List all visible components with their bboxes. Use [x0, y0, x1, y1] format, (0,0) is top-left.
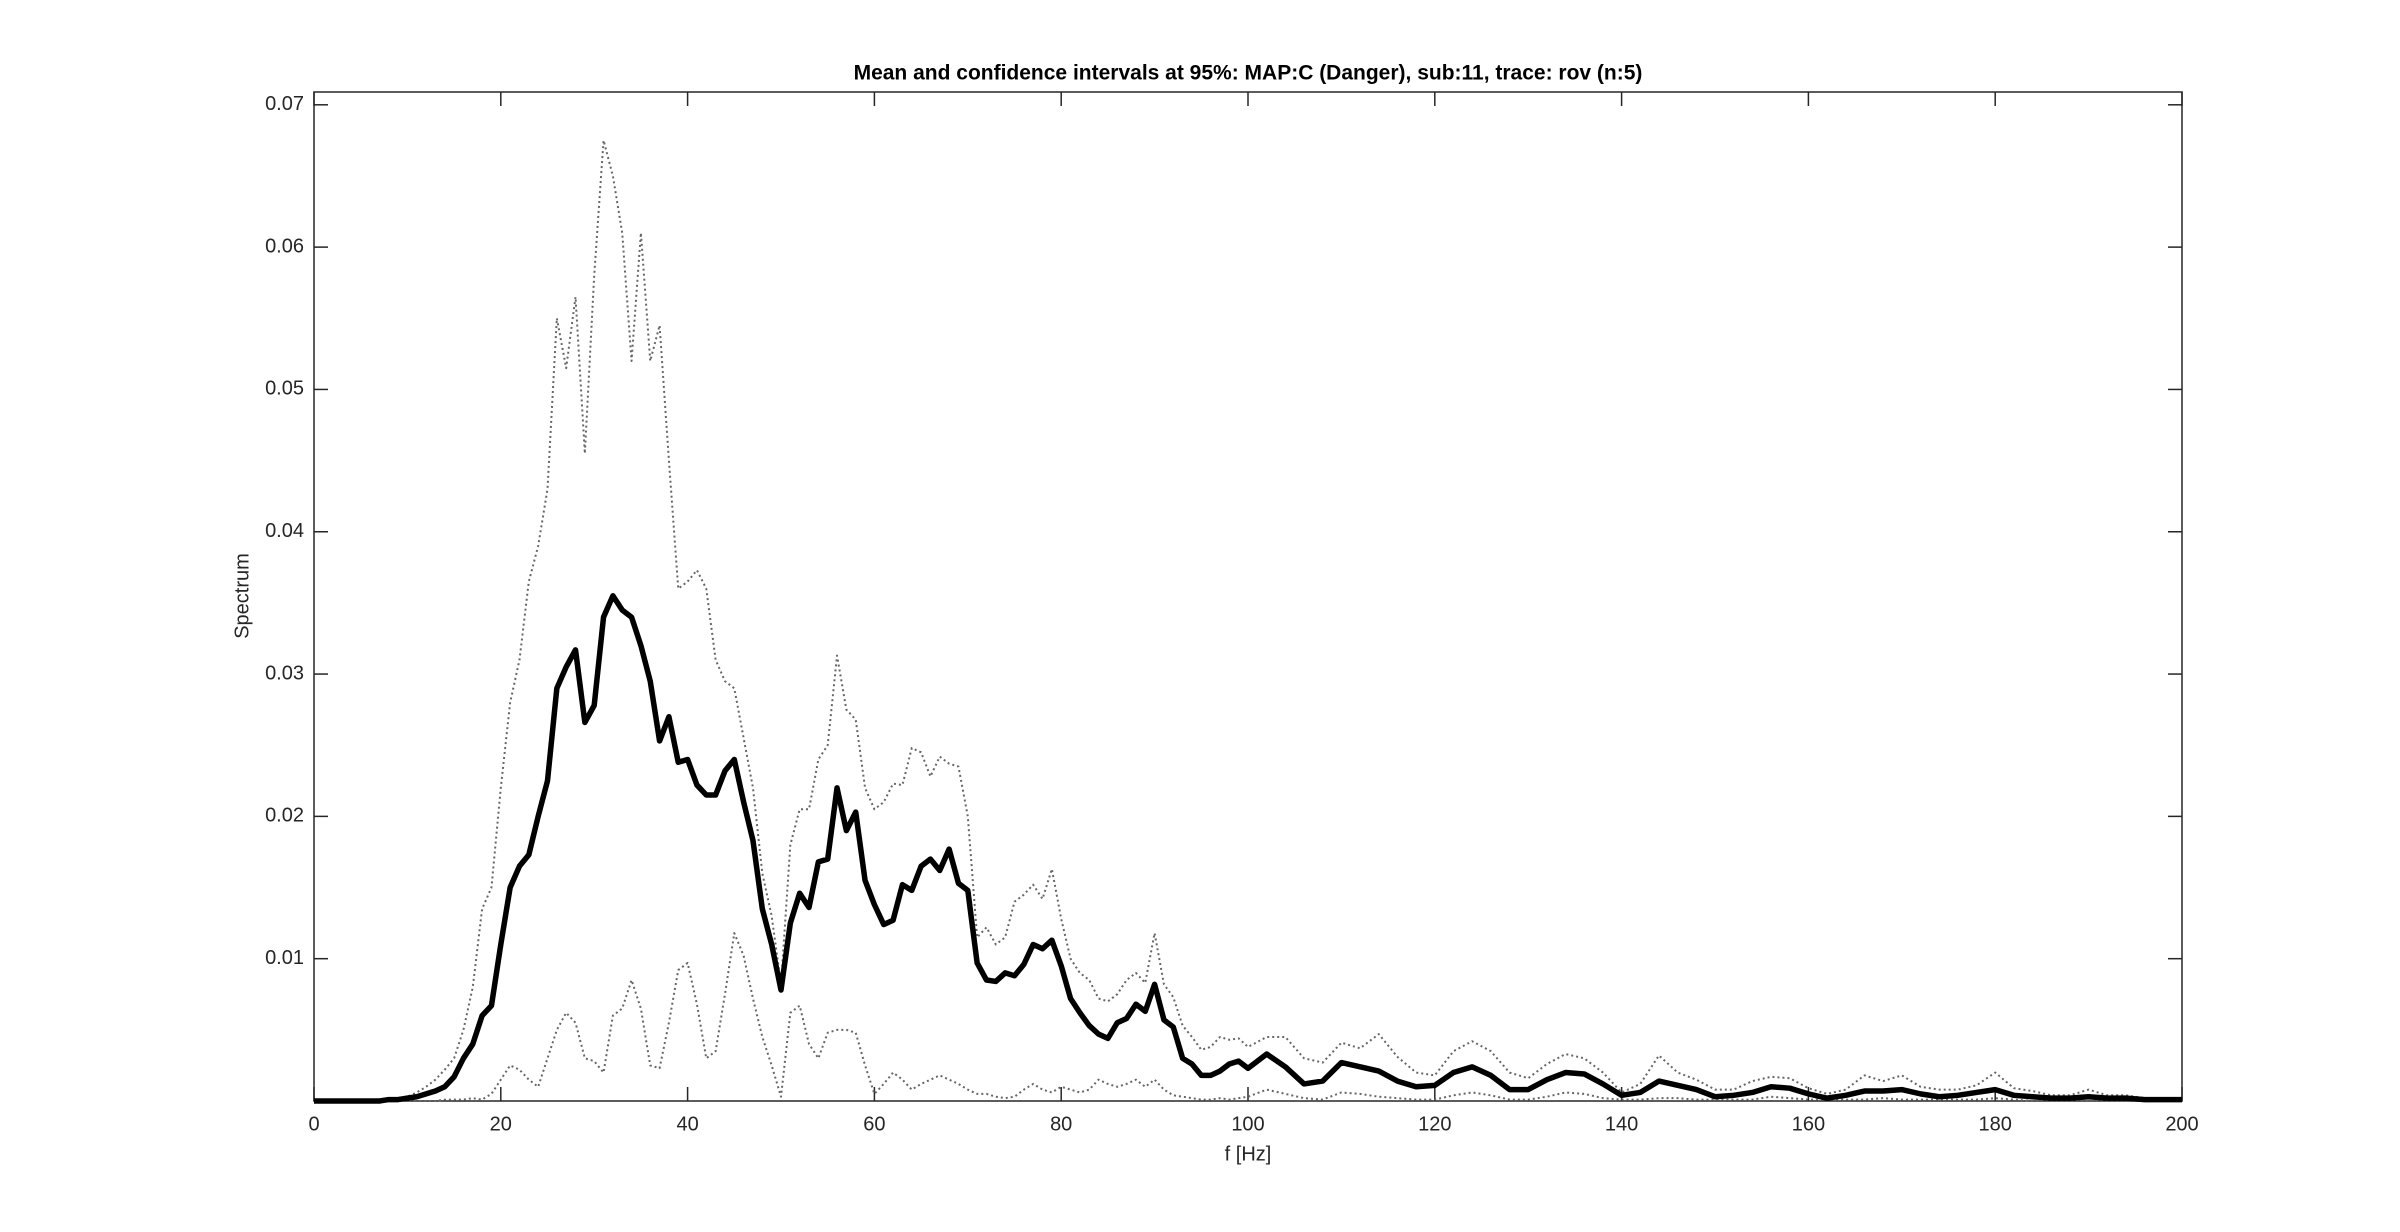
y-tick-label: 0.06	[265, 235, 304, 257]
y-tick-label: 0.01	[265, 947, 304, 969]
y-tick-label: 0.04	[265, 520, 304, 542]
series-line	[314, 593, 2182, 1104]
y-axis-label: Spectrum	[231, 553, 253, 639]
chart-title: Mean and confidence intervals at 95%: MA…	[854, 62, 1643, 85]
x-tick-label: 140	[1605, 1113, 1638, 1135]
x-tick-label: 0	[308, 1113, 319, 1135]
x-tick-label: 200	[2165, 1113, 2198, 1135]
x-tick-label: 80	[1050, 1113, 1072, 1135]
y-tick-label: 0.07	[265, 93, 304, 115]
y-tick-label: 0.02	[265, 805, 304, 827]
x-tick-label: 100	[1231, 1113, 1264, 1135]
x-tick-label: 120	[1418, 1113, 1451, 1135]
x-tick-label: 180	[1979, 1113, 2012, 1135]
x-tick-label: 60	[863, 1113, 885, 1135]
x-tick-label: 40	[676, 1113, 698, 1135]
x-tick-label: 160	[1792, 1113, 1825, 1135]
x-axis-label: f [Hz]	[1225, 1143, 1272, 1165]
y-tick-label: 0.05	[265, 378, 304, 400]
series-line	[314, 139, 2182, 1102]
x-tick-label: 20	[490, 1113, 512, 1135]
y-tick-label: 0.03	[265, 662, 304, 684]
